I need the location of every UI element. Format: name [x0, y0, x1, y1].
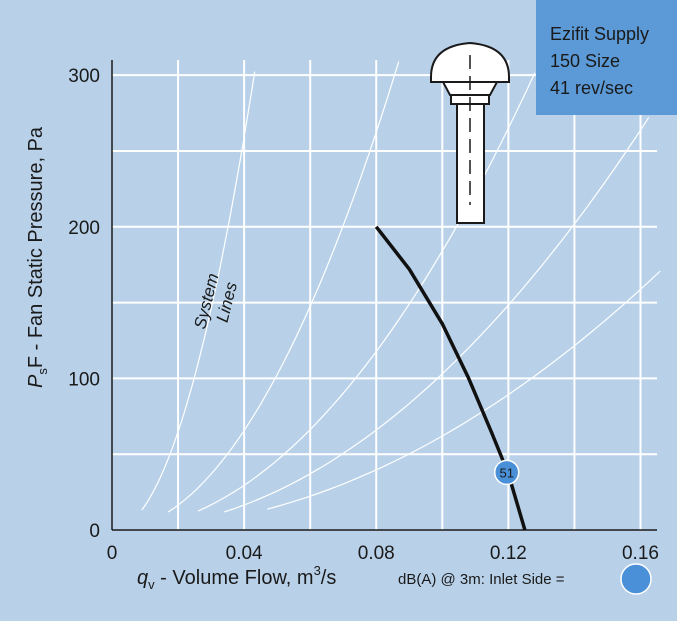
system-lines-label: System Lines — [190, 271, 241, 331]
x-tick-label-3: 0.12 — [490, 543, 527, 564]
sound-marker — [493, 459, 520, 486]
y-tick-label-1: 100 — [68, 369, 100, 390]
y-axis-title: PsF - Fan Static Pressure, Pa — [25, 126, 50, 388]
axes — [111, 60, 657, 531]
model-size: 150 Size — [550, 51, 620, 71]
sound-marker-layer: 51 — [493, 459, 520, 486]
x-tick-label-1: 0.04 — [226, 543, 263, 564]
system-line-5 — [267, 270, 661, 510]
system-lines — [141, 61, 661, 513]
model-info-box: Ezifit Supply 150 Size 41 rev/sec — [536, 0, 677, 115]
fan-unit-icon — [430, 41, 510, 224]
grid — [112, 60, 657, 530]
x-tick-label-0: 0 — [107, 543, 118, 564]
inlet-side-legend-dot — [620, 563, 652, 595]
system-line-1 — [141, 71, 256, 511]
sound-marker-label: 51 — [499, 465, 513, 480]
y-tick-label-0: 0 — [89, 521, 100, 542]
y-tick-label-3: 300 — [68, 66, 100, 87]
x-axis-title: qv - Volume Flow, m3/s — [137, 563, 336, 592]
y-tick-label-2: 200 — [68, 218, 100, 239]
model-info-box-bg — [536, 0, 677, 115]
system-line-4 — [224, 117, 650, 513]
sound-legend: dB(A) @ 3m: Inlet Side = — [398, 563, 652, 595]
tick-labels: 0 0.04 0.08 0.12 0.16 0 100 200 300 — [68, 66, 659, 564]
x-tick-label-4: 0.16 — [622, 543, 659, 564]
x-tick-label-2: 0.08 — [358, 543, 395, 564]
model-speed: 41 rev/sec — [550, 78, 633, 98]
sound-legend-text: dB(A) @ 3m: Inlet Side = — [398, 571, 565, 588]
system-line-2 — [167, 61, 400, 513]
model-name: Ezifit Supply — [550, 24, 649, 44]
